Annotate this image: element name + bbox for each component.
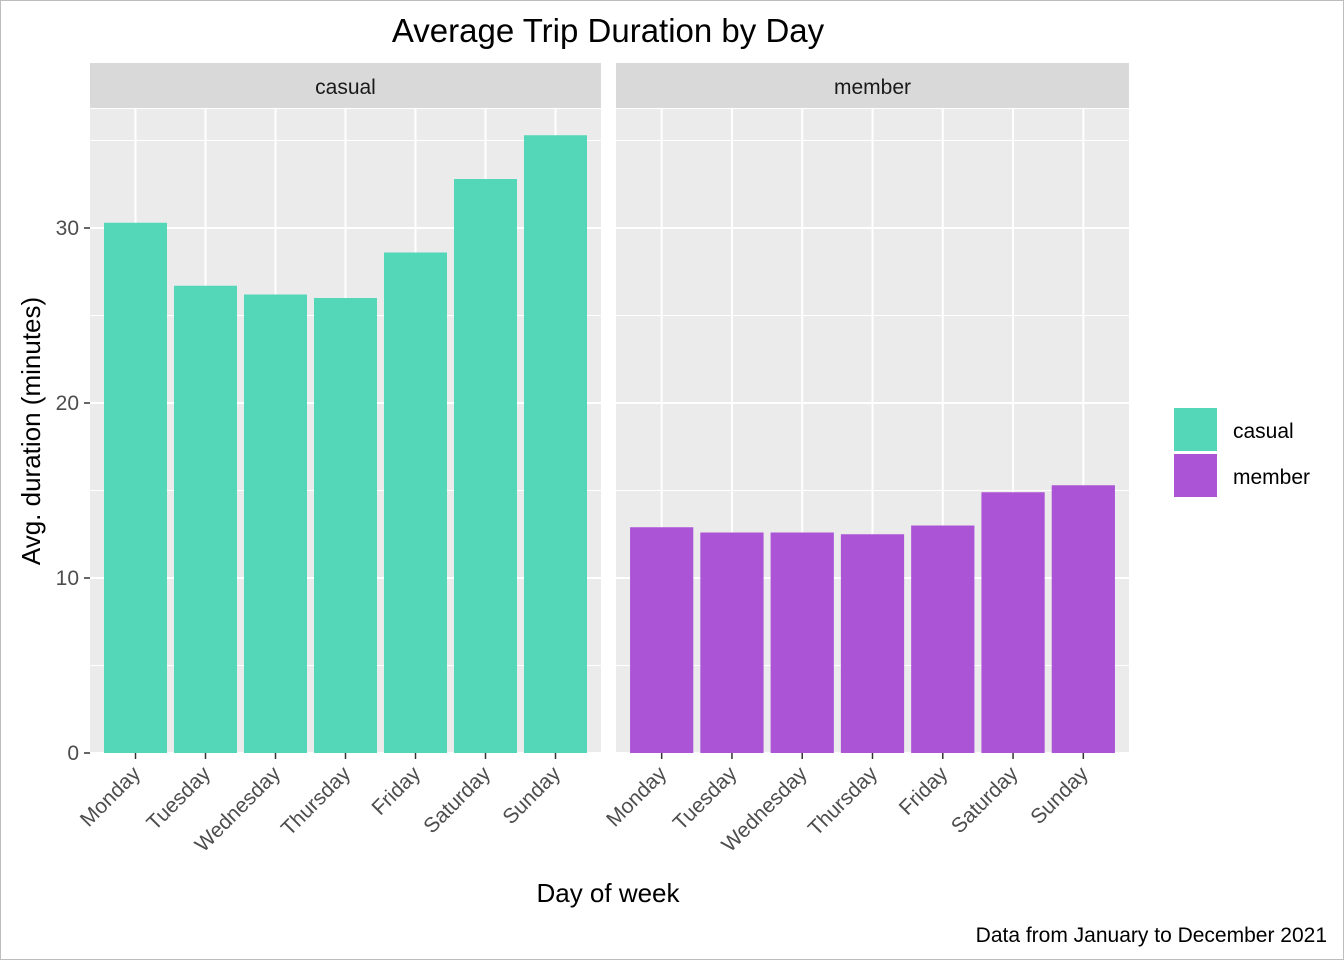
x-tick-label: Thursday bbox=[804, 762, 883, 841]
x-tick-label: Friday bbox=[895, 762, 953, 820]
bar-casual-saturday bbox=[454, 179, 517, 753]
bar-member-monday bbox=[630, 527, 694, 753]
bar-member-thursday bbox=[840, 534, 905, 753]
legend-swatch bbox=[1174, 408, 1217, 451]
x-tick-label: Friday bbox=[368, 762, 426, 820]
x-tick-label: Thursday bbox=[277, 762, 356, 841]
legend-label: casual bbox=[1233, 420, 1294, 443]
chart-title: Average Trip Duration by Day bbox=[392, 12, 825, 49]
bar-member-saturday bbox=[981, 492, 1045, 753]
x-tick-label: Saturday bbox=[419, 762, 495, 838]
bar-casual-wednesday bbox=[244, 294, 307, 753]
facet-panel-member: member bbox=[616, 63, 1129, 754]
bar-casual-tuesday bbox=[174, 285, 237, 753]
facet-panels: casual member bbox=[90, 63, 1129, 754]
legend-item-member: member bbox=[1174, 454, 1310, 497]
y-axis: 0 10 20 30 bbox=[56, 217, 90, 765]
y-tick-label: 20 bbox=[56, 392, 79, 415]
x-tick-label: Saturday bbox=[947, 762, 1023, 838]
bar-member-wednesday bbox=[770, 532, 834, 753]
x-tick-label: Monday bbox=[76, 762, 145, 831]
y-tick-label: 10 bbox=[56, 567, 79, 590]
legend-item-casual: casual bbox=[1174, 408, 1294, 451]
x-axis-title: Day of week bbox=[536, 878, 680, 908]
legend: casual member bbox=[1174, 408, 1310, 497]
y-axis-title: Avg. duration (minutes) bbox=[16, 297, 46, 565]
bar-member-tuesday bbox=[700, 532, 764, 753]
facet-strip-label: casual bbox=[315, 76, 376, 99]
x-tick-label: Sunday bbox=[1026, 762, 1093, 829]
chart-caption: Data from January to December 2021 bbox=[976, 924, 1327, 947]
bar-casual-friday bbox=[384, 252, 447, 753]
y-tick-label: 0 bbox=[67, 742, 79, 765]
facet-panel-casual: casual bbox=[90, 63, 601, 754]
bar-casual-thursday bbox=[314, 298, 377, 753]
y-tick-label: 30 bbox=[56, 217, 79, 240]
x-tick-label: Tuesday bbox=[142, 762, 215, 835]
x-tick-label: Monday bbox=[602, 762, 671, 831]
legend-swatch bbox=[1174, 454, 1217, 497]
facet-strip-casual bbox=[90, 63, 601, 108]
facet-strip-label: member bbox=[834, 76, 911, 99]
bar-casual-sunday bbox=[524, 135, 587, 753]
bar-member-friday bbox=[911, 525, 975, 753]
bar-casual-monday bbox=[104, 222, 167, 753]
legend-label: member bbox=[1233, 466, 1310, 489]
facet-strip-member bbox=[616, 63, 1129, 108]
x-tick-label: Tuesday bbox=[669, 762, 742, 835]
bar-member-sunday bbox=[1051, 485, 1115, 753]
x-tick-label: Sunday bbox=[498, 762, 565, 829]
